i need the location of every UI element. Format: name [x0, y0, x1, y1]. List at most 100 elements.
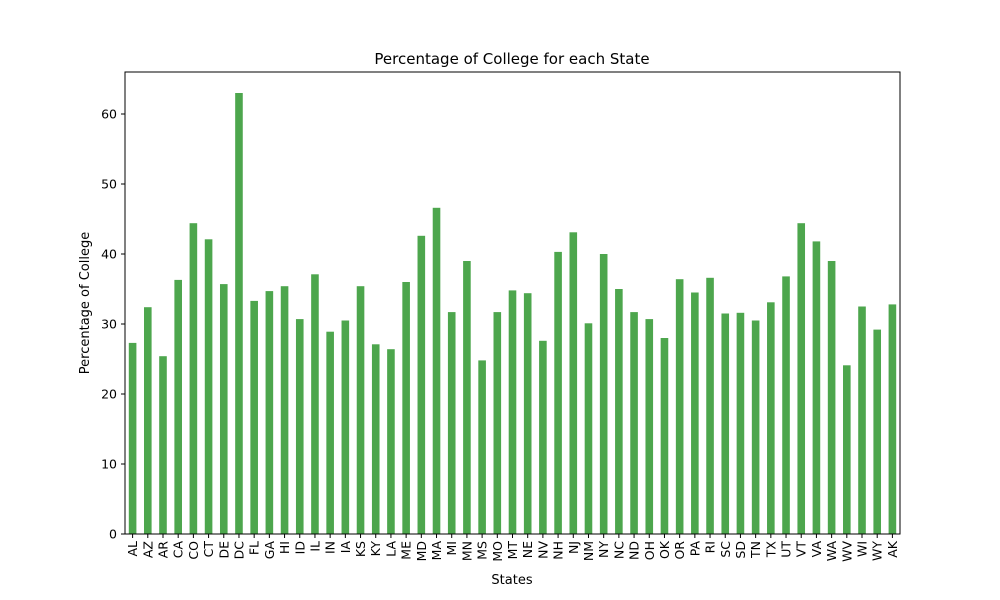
bar-hi — [280, 286, 289, 534]
bar-or — [675, 279, 684, 534]
bar-ri — [706, 277, 714, 534]
bar-tn — [751, 320, 760, 534]
bar-nd — [630, 312, 638, 534]
x-tick-label: PA — [687, 541, 702, 557]
x-tick-label: NV — [535, 541, 550, 559]
bar-pa — [691, 292, 699, 534]
x-tick-label: MA — [429, 541, 444, 561]
x-tick-label: AK — [885, 540, 900, 558]
bar-mo — [493, 312, 502, 534]
x-axis-label: States — [491, 573, 532, 588]
bar-ak — [888, 304, 897, 534]
x-tick-label: OR — [672, 541, 687, 560]
x-tick-label: WY — [870, 541, 885, 561]
x-tick-label: KS — [353, 541, 368, 557]
x-tick-label: MT — [505, 541, 520, 560]
x-tick-label: NH — [551, 541, 566, 560]
bar-me — [402, 282, 410, 534]
x-tick-label: NM — [581, 541, 596, 561]
bar-dc — [235, 93, 243, 534]
x-tick-label: DC — [231, 541, 246, 560]
x-tick-label: CT — [201, 541, 216, 558]
x-tick-label: ME — [399, 541, 414, 560]
bar-ok — [660, 338, 669, 534]
x-tick-label: IL — [307, 541, 322, 552]
x-tick-label: TX — [763, 541, 778, 559]
x-tick-label: MI — [444, 541, 459, 555]
y-tick-label: 40 — [101, 247, 117, 262]
x-tick-label: IN — [323, 541, 338, 554]
x-tick-label: TN — [748, 541, 763, 559]
bar-nv — [539, 340, 547, 534]
x-tick-label: AZ — [140, 541, 155, 558]
x-tick-label: CA — [171, 541, 186, 559]
bar-nm — [584, 323, 593, 534]
bar-mi — [447, 312, 456, 534]
bar-az — [144, 307, 152, 534]
bar-id — [295, 319, 304, 534]
x-tick-label: LA — [383, 541, 398, 557]
x-tick-label: VT — [794, 541, 809, 558]
x-tick-label: OK — [657, 540, 672, 559]
bar-ky — [371, 344, 380, 534]
x-tick-label: OH — [642, 541, 657, 560]
bar-al — [128, 342, 137, 534]
x-tick-label: NE — [520, 541, 535, 558]
x-tick-label: WI — [855, 541, 870, 557]
y-tick-label: 30 — [101, 317, 117, 332]
bar-md — [417, 235, 426, 535]
x-tick-label: WV — [839, 541, 854, 562]
bar-wv — [843, 365, 851, 534]
bar-ms — [478, 360, 486, 534]
bar-sd — [736, 312, 745, 534]
x-tick-label: ND — [627, 541, 642, 560]
y-tick-label: 10 — [101, 457, 117, 472]
x-tick-label: NY — [596, 541, 611, 558]
bar-nj — [569, 232, 578, 535]
bar-vt — [797, 223, 806, 534]
bar-ny — [599, 254, 608, 534]
bar-il — [311, 274, 319, 534]
bar-nh — [554, 251, 562, 534]
x-tick-label: ID — [292, 541, 307, 554]
y-tick-label: 60 — [101, 107, 117, 122]
bar-ct — [204, 239, 213, 535]
x-tick-label: SC — [718, 541, 733, 558]
bar-group — [128, 93, 897, 535]
x-tick-label: MN — [459, 541, 474, 561]
x-tick-label: MS — [475, 541, 490, 560]
bar-ne — [523, 293, 532, 534]
bar-la — [387, 349, 395, 534]
x-tick-label: RI — [703, 541, 718, 553]
bar-sc — [721, 313, 730, 534]
x-tick-label: WA — [824, 541, 839, 562]
bar-ar — [159, 356, 167, 534]
bar-ma — [432, 207, 441, 535]
x-tick-label: CO — [186, 541, 201, 560]
bar-wa — [827, 261, 836, 534]
x-tick-label: IA — [338, 541, 353, 554]
bar-tx — [767, 302, 775, 534]
bar-mt — [508, 290, 517, 534]
x-tick-label: HI — [277, 541, 292, 554]
y-tick-label: 20 — [101, 387, 117, 402]
x-tick-label: NJ — [566, 541, 581, 554]
bar-ks — [356, 286, 365, 534]
x-tick-label: GA — [262, 541, 277, 560]
x-tick-label: MD — [414, 541, 429, 561]
x-tick-label: AR — [155, 541, 170, 559]
y-tick-label: 50 — [101, 177, 117, 192]
bar-oh — [645, 319, 654, 534]
bar-wy — [873, 329, 882, 534]
x-tick-label: FL — [247, 541, 262, 555]
bar-va — [812, 241, 821, 534]
x-tick-label: UT — [779, 541, 794, 558]
bar-nc — [615, 289, 623, 534]
x-tick-label: DE — [216, 541, 231, 559]
y-tick-label: 0 — [109, 527, 117, 542]
bar-ga — [265, 291, 274, 534]
x-tick-label: MO — [490, 541, 505, 562]
bar-ia — [341, 320, 350, 534]
x-tick-label: VA — [809, 541, 824, 558]
